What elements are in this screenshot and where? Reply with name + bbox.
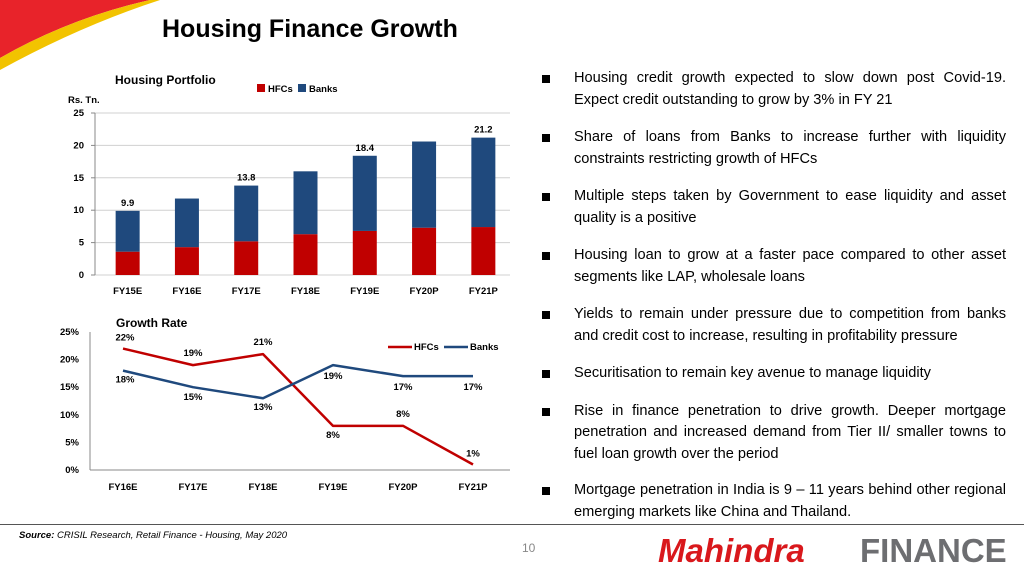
y-tick-label: 25 (73, 108, 84, 119)
svg-text:Mahindra: Mahindra (658, 532, 805, 569)
x-tick-label: FY19E (350, 286, 379, 297)
x-tick-label: FY16E (108, 482, 137, 493)
corner-swoosh-graphic (0, 0, 160, 70)
bullet-item: Securitisation to remain key avenue to m… (540, 363, 1006, 385)
data-label: 15% (183, 392, 203, 403)
x-tick-label: FY17E (232, 286, 261, 297)
y-tick-label: 5 (79, 238, 85, 249)
legend-swatch-hfcs (257, 84, 265, 92)
bar-banks (293, 171, 318, 235)
x-tick-label: FY21P (469, 286, 499, 297)
legend-label-banks: Banks (470, 342, 499, 353)
x-tick-label: FY18E (291, 286, 320, 297)
housing-portfolio-chart: Housing Portfolio Rs. Tn. 0 5 10 15 20 25 HFCs Ba… (68, 73, 510, 297)
y-tick-label: 25% (60, 327, 80, 338)
y-tick-label: 0 (79, 270, 84, 281)
y-tick-label: 15 (73, 173, 84, 184)
data-label: 17% (393, 382, 413, 393)
x-tick-label: FY18E (248, 482, 277, 493)
y-tick-label: 10 (73, 205, 84, 216)
bullet-list: Housing credit growth expected to slow d… (540, 68, 1006, 539)
footer-divider (0, 524, 1024, 525)
x-tick-label: FY19E (318, 482, 347, 493)
y-tick-label: 15% (60, 382, 80, 393)
bar-banks (115, 210, 140, 252)
x-tick-label: FY15E (113, 286, 142, 297)
data-label: 8% (396, 409, 410, 420)
page-title: Housing Finance Growth (162, 15, 458, 43)
legend-swatch-banks (298, 84, 306, 92)
bar-hfcs (352, 230, 377, 275)
bar-total-label: 18.4 (356, 143, 375, 154)
bar-banks (471, 137, 496, 228)
bullet-item: Share of loans from Banks to increase fu… (540, 127, 1006, 170)
data-label: 19% (183, 348, 203, 359)
mahindra-finance-logo: Mahindra FINANCE (658, 532, 1007, 569)
source-text: CRISIL Research, Retail Finance - Housin… (57, 530, 288, 541)
bar-banks (352, 155, 377, 231)
y-tick-label: 20 (73, 140, 84, 151)
bar-total-label: 9.9 (121, 198, 134, 209)
bullet-item: Yields to remain under pressure due to c… (540, 304, 1006, 347)
growth-rate-chart: Growth Rate 0% 5% 10% 15% 20% 25% HFCs Banks 22% 1… (60, 316, 510, 493)
x-tick-label: FY20P (388, 482, 418, 493)
x-tick-label: FY17E (178, 482, 207, 493)
x-tick-label: FY20P (410, 286, 440, 297)
data-label: 18% (115, 375, 135, 386)
bar-hfcs (293, 234, 318, 275)
bar-banks (174, 198, 199, 248)
bar-total-label: 13.8 (237, 173, 256, 184)
data-label: 13% (253, 402, 273, 413)
svg-text:FINANCE: FINANCE (860, 532, 1007, 569)
data-label: 8% (326, 430, 340, 441)
y-tick-label: 0% (65, 465, 79, 476)
data-label: 1% (466, 448, 480, 459)
chart-title: Growth Rate (116, 316, 188, 330)
bullet-item: Housing credit growth expected to slow d… (540, 68, 1006, 111)
bar-banks (412, 141, 437, 228)
data-label: 17% (463, 382, 483, 393)
legend-label-hfcs: HFCs (414, 342, 439, 353)
data-label: 22% (115, 333, 135, 344)
bar-hfcs (174, 247, 199, 275)
bar-hfcs (471, 227, 496, 275)
source-note: Source: CRISIL Research, Retail Finance … (19, 530, 287, 541)
bar-banks (234, 185, 259, 242)
bar-hfcs (115, 251, 140, 275)
series-line-hfcs (122, 347, 474, 466)
source-label: Source: (19, 530, 55, 541)
y-tick-label: 5% (65, 437, 79, 448)
data-label: 21% (253, 337, 273, 348)
legend-label-hfcs: HFCs (268, 84, 293, 95)
x-tick-label: FY21P (458, 482, 488, 493)
series-line-banks (122, 363, 473, 400)
bullet-item: Rise in finance penetration to drive gro… (540, 401, 1006, 466)
data-label: 19% (323, 371, 343, 382)
bar-hfcs (412, 227, 437, 275)
bar-hfcs (234, 241, 259, 275)
bullet-item: Mortgage penetration in India is 9 – 11 … (540, 480, 1006, 523)
y-tick-label: 10% (60, 410, 80, 421)
slide-corner-swoosh (0, 0, 160, 80)
bullet-item: Housing loan to grow at a faster pace co… (540, 245, 1006, 288)
page-number: 10 (522, 541, 536, 555)
chart-title: Housing Portfolio (115, 73, 216, 87)
bullet-item: Multiple steps taken by Government to ea… (540, 186, 1006, 229)
legend-label-banks: Banks (309, 84, 338, 95)
x-tick-label: FY16E (172, 286, 201, 297)
y-axis-label: Rs. Tn. (68, 95, 100, 106)
bar-total-label: 21.2 (474, 125, 493, 136)
y-tick-label: 20% (60, 355, 80, 366)
